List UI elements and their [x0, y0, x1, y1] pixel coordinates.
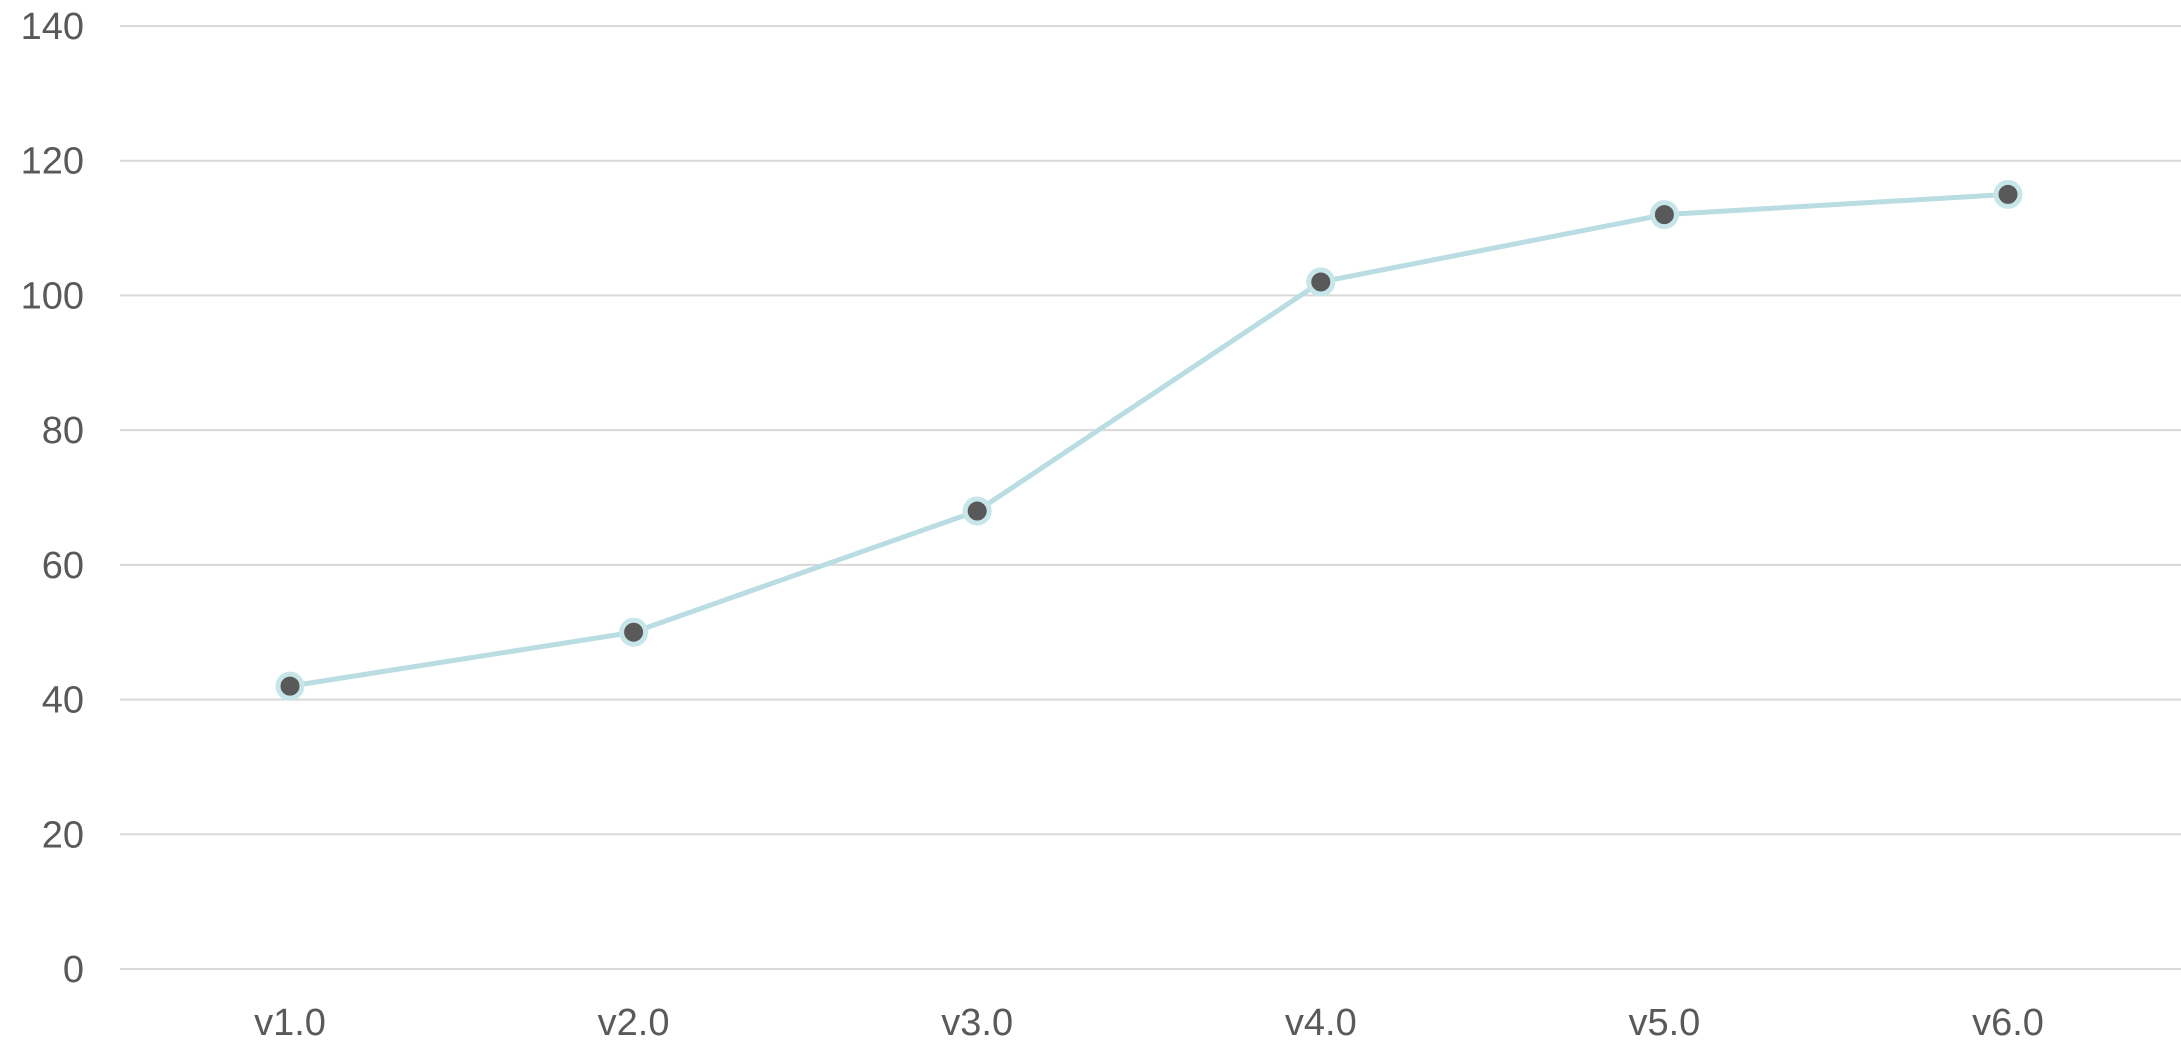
y-tick-label: 100 [21, 275, 84, 317]
data-point [1306, 267, 1336, 297]
x-tick-label: v3.0 [941, 1002, 1013, 1042]
data-point [619, 617, 649, 647]
data-point [275, 671, 305, 701]
x-tick-label: v1.0 [254, 1002, 326, 1042]
y-tick-label: 80 [42, 410, 84, 452]
y-tick-label: 140 [21, 6, 84, 48]
gridlines [120, 25, 2181, 970]
data-point [962, 496, 992, 526]
series-layer [275, 179, 2023, 701]
x-tick-label: v6.0 [1972, 1002, 2044, 1042]
y-tick-label: 0 [63, 949, 84, 991]
x-tick-label: v5.0 [1628, 1002, 1700, 1042]
data-point [1993, 179, 2023, 209]
y-tick-label: 120 [21, 141, 84, 183]
series-line [287, 191, 2011, 689]
x-tick-label: v2.0 [598, 1002, 670, 1042]
x-axis-tick-labels: v1.0 v2.0 v3.0 v4.0 v5.0 v6.0 [254, 1002, 2044, 1042]
data-point [1649, 200, 1679, 230]
y-axis-tick-labels: 0 20 40 60 80 100 120 140 [21, 6, 84, 991]
x-tick-label: v4.0 [1285, 1002, 1357, 1042]
y-tick-label: 40 [42, 680, 84, 722]
y-tick-label: 20 [42, 814, 84, 856]
y-tick-label: 60 [42, 545, 84, 587]
